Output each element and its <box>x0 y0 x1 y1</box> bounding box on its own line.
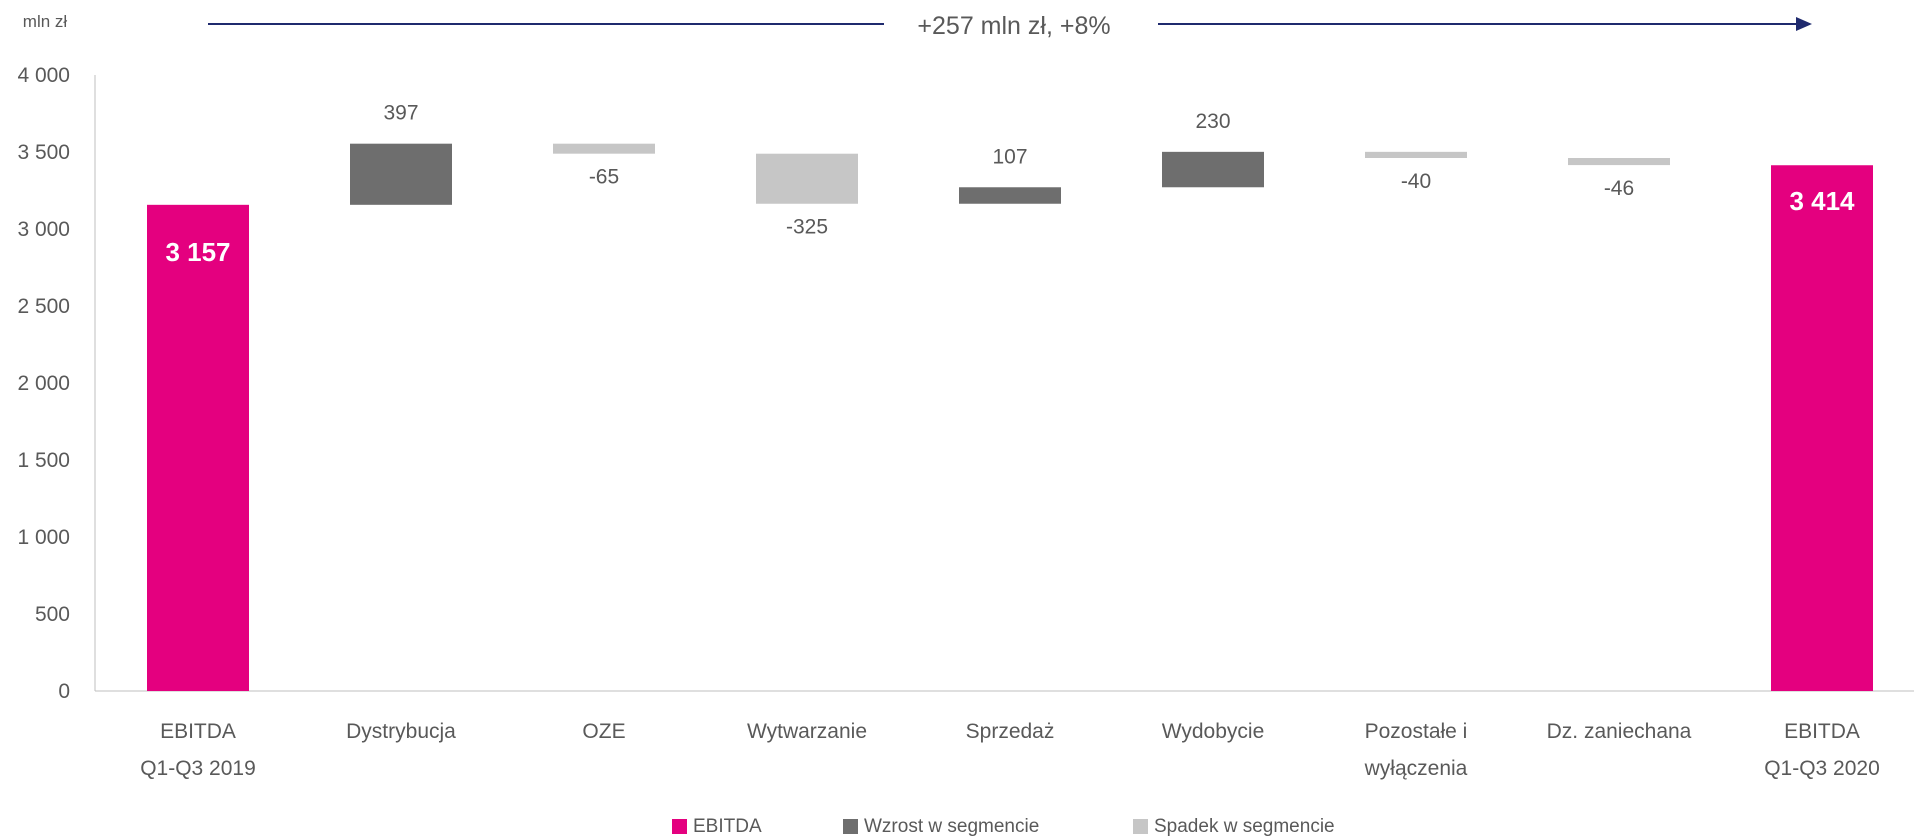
y-tick-label: 500 <box>35 603 70 626</box>
unit-label: mln zł <box>23 12 68 31</box>
x-tick-label: Q1-Q3 2019 <box>140 757 256 780</box>
change-label: +257 mln zł, +8% <box>917 12 1110 40</box>
x-tick-label: wyłączenia <box>1364 757 1468 780</box>
y-tick-label: 1 500 <box>17 449 70 472</box>
data-label: -40 <box>1401 170 1431 193</box>
data-label: 230 <box>1195 110 1230 133</box>
bar-ebitda <box>1771 165 1873 691</box>
data-label: -65 <box>589 166 619 189</box>
y-tick-label: 2 000 <box>17 372 70 395</box>
y-tick-label: 4 000 <box>17 64 70 87</box>
legend: EBITDA Wzrost w segmencie Spadek w segmenc… <box>672 816 1335 837</box>
data-labels: 3 157 397 -65 -325 107 230 -40 -46 3 414 <box>165 102 1855 267</box>
legend-swatch <box>672 819 687 834</box>
legend-label: Wzrost w segmencie <box>864 816 1039 837</box>
bars <box>147 143 1873 691</box>
x-tick-label: Dz. zaniechana <box>1547 720 1692 743</box>
y-tick-label: 3 500 <box>17 141 70 164</box>
legend-swatch <box>843 819 858 834</box>
data-label: 3 414 <box>1789 186 1855 216</box>
data-label: 107 <box>992 145 1027 168</box>
bar-decrease <box>756 153 858 204</box>
x-tick-labels: EBITDA Q1-Q3 2019 Dystrybucja OZE Wytwarzani… <box>140 720 1880 780</box>
x-tick-label: EBITDA <box>1784 720 1860 743</box>
bar-decrease <box>553 143 655 154</box>
x-tick-label: Q1-Q3 2020 <box>1764 757 1880 780</box>
x-tick-label: Sprzedaż <box>966 720 1055 743</box>
x-tick-label: Pozostałe i <box>1365 720 1468 743</box>
legend-label: EBITDA <box>693 816 762 837</box>
y-tick-label: 3 000 <box>17 218 70 241</box>
bar-increase <box>350 143 452 205</box>
bar-increase <box>1162 151 1264 188</box>
change-arrow <box>208 17 1812 31</box>
legend-label: Spadek w segmencie <box>1154 816 1335 837</box>
x-tick-label: EBITDA <box>160 720 236 743</box>
x-tick-label: Dystrybucja <box>346 720 456 743</box>
bar-increase <box>959 187 1061 204</box>
data-label: 3 157 <box>165 237 230 267</box>
x-tick-label: Wytwarzanie <box>747 720 867 743</box>
arrow-head-icon <box>1796 17 1812 31</box>
data-label: 397 <box>383 102 418 125</box>
x-tick-label: OZE <box>582 720 625 743</box>
axes: 0 500 1 000 1 500 2 000 2 500 3 000 3 500 4 000 <box>17 64 1914 703</box>
data-label: -325 <box>786 216 828 239</box>
x-tick-label: Wydobycie <box>1162 720 1265 743</box>
bar-decrease <box>1365 151 1467 159</box>
data-label: -46 <box>1604 177 1634 200</box>
legend-swatch <box>1133 819 1148 834</box>
bar-decrease <box>1568 158 1670 166</box>
y-tick-label: 1 000 <box>17 526 70 549</box>
y-tick-label: 0 <box>58 680 70 703</box>
bar-ebitda <box>147 204 249 691</box>
y-tick-label: 2 500 <box>17 295 70 318</box>
